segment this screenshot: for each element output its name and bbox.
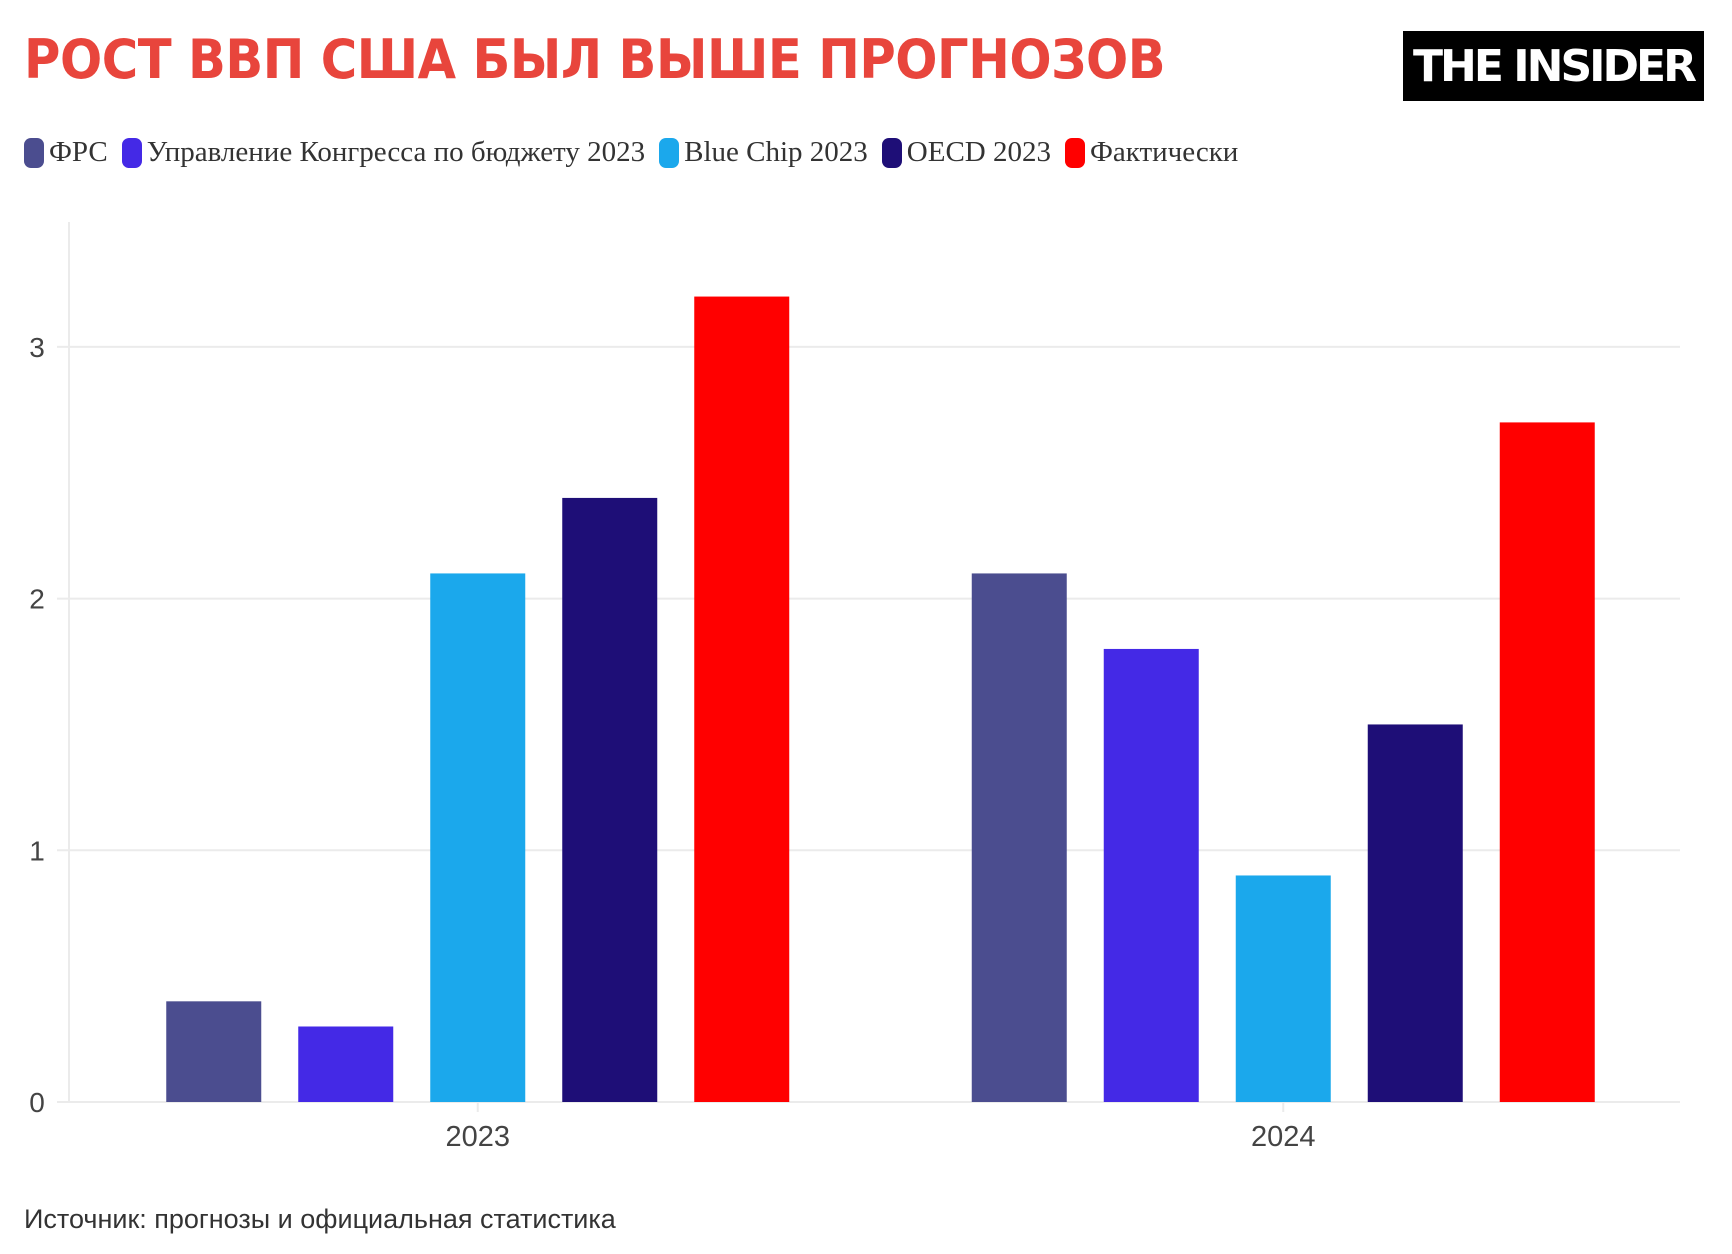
legend-item: Фактически: [1064, 136, 1239, 169]
legend-label: OECD 2023: [906, 136, 1051, 168]
bar: [1103, 648, 1199, 1102]
bar: [1367, 724, 1463, 1102]
y-tick-label: 1: [29, 835, 45, 866]
bar: [1499, 422, 1595, 1102]
legend-swatch: [24, 137, 44, 168]
legend-label: Управление Конгресса по бюджету 2023: [146, 136, 646, 168]
x-tick-label: 2023: [445, 1121, 510, 1153]
legend-swatch: [659, 137, 680, 168]
legend-swatch: [121, 137, 142, 168]
logo-text: THE INSIDER: [1413, 40, 1697, 92]
legend-item: OECD 2023: [881, 136, 1051, 169]
bar: [298, 1026, 394, 1102]
source-note: Источник: прогнозы и официальная статист…: [24, 1204, 616, 1234]
legend-label: Фактически: [1089, 136, 1239, 168]
legend-swatch: [881, 137, 902, 168]
chart-title: РОСТ ВВП США БЫЛ ВЫШЕ ПРОГНОЗОВ: [24, 28, 1166, 91]
legend-item: Blue Chip 2023: [659, 136, 868, 169]
y-tick-label: 2: [29, 584, 45, 615]
y-tick-label: 0: [29, 1087, 45, 1118]
bar: [1235, 875, 1331, 1102]
y-tick-label: 3: [29, 332, 45, 363]
the-insider-logo: THE INSIDER: [1403, 31, 1704, 101]
bar: [430, 573, 526, 1102]
bar: [562, 497, 658, 1102]
legend: ФРС Управление Конгресса по бюджету 2023 B…: [24, 136, 1252, 169]
legend-item: Управление Конгресса по бюджету 2023: [121, 136, 646, 169]
legend-label: Blue Chip 2023: [684, 136, 868, 168]
legend-item: ФРС: [24, 136, 108, 169]
bar: [971, 573, 1067, 1102]
legend-swatch: [1064, 137, 1085, 168]
bar: [694, 296, 790, 1102]
bar: [166, 1001, 262, 1102]
x-tick-label: 2024: [1251, 1121, 1316, 1153]
legend-label: ФРС: [49, 136, 108, 168]
